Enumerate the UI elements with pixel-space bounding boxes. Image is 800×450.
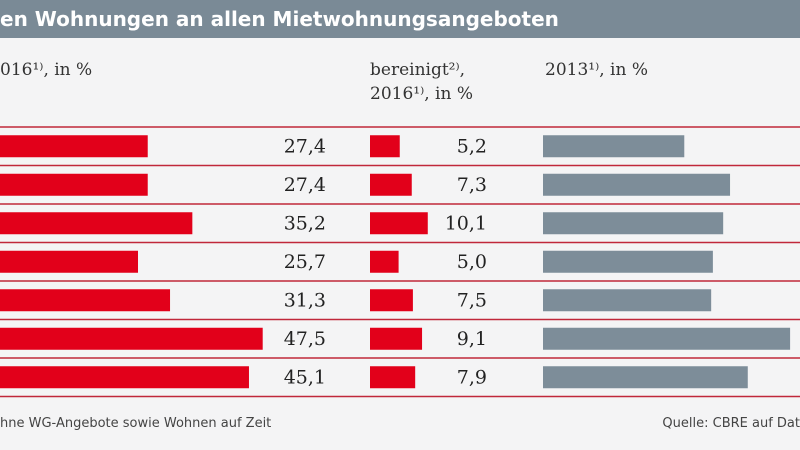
value-label: 7,9 [457,366,487,388]
bar [543,173,731,196]
bar [370,366,416,389]
bar [370,327,423,350]
value-label: 9,1 [457,328,487,350]
bar [543,135,685,158]
footnote: hne WG-Angebote sowie Wohnen auf Zeit [0,416,272,431]
value-label: 7,5 [457,289,487,311]
column-header: bereinigt²⁾, 2016¹⁾, in % [370,60,474,104]
bar [370,135,400,158]
bar [543,366,748,389]
value-label: 10,1 [445,212,487,234]
value-label: 35,2 [284,212,326,234]
bar [0,173,148,196]
bar [0,289,171,312]
bar [543,289,712,312]
bar [0,212,193,235]
value-label: 7,3 [457,174,487,196]
value-label: 31,3 [284,289,326,311]
chart-title: en Wohnungen an allen Mietwohnungsangebo… [0,0,800,38]
value-label: 27,4 [284,135,326,157]
value-label: 5,2 [457,135,487,157]
bar [0,327,263,350]
bar [0,250,139,273]
source: Quelle: CBRE auf Dat [662,416,800,431]
bar [370,212,428,235]
value-label: 47,5 [284,328,326,350]
bar [543,327,791,350]
value-label: 25,7 [284,251,326,273]
bar [370,173,412,196]
column-header: 016¹⁾, in % [0,60,93,80]
value-label: 5,0 [457,251,487,273]
bar [0,135,148,158]
value-label: 27,4 [284,174,326,196]
bar [370,250,399,273]
bar [370,289,413,312]
bar [0,366,249,389]
bar [543,250,713,273]
value-label: 45,1 [284,366,326,388]
column-header: 2013¹⁾, in % [545,60,649,80]
bar [543,212,724,235]
